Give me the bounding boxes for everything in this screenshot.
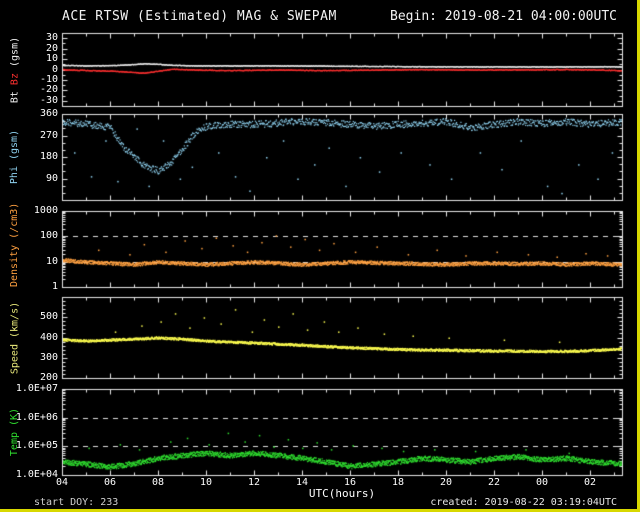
x-tick-label: 20 [440, 477, 453, 488]
plot-title: ACE RTSW (Estimated) MAG & SWEPAM [62, 9, 337, 24]
y-tick-label: 1.0E+05 [15, 440, 58, 452]
start-doy-label: start DOY: 233 [34, 497, 119, 508]
x-tick-label: 14 [296, 477, 309, 488]
y-tick-label: 1.0E+07 [15, 383, 58, 394]
y-tick-label: 90 [45, 172, 58, 184]
y-tick-label: 1.0E+04 [15, 469, 58, 480]
y-tick-label: 20 [45, 42, 58, 54]
x-tick-label: 00 [536, 477, 549, 488]
y-tick-label: 270 [39, 129, 58, 141]
x-tick-label: 22 [488, 477, 501, 488]
y-axis-label-density: Density (/cm3) [9, 202, 20, 287]
y-tick-label: -30 [39, 94, 58, 106]
x-tick-label: 02 [584, 477, 597, 488]
x-tick-label: 18 [392, 477, 405, 488]
x-tick-label: 12 [247, 477, 261, 488]
x-tick-label: 10 [199, 477, 213, 488]
y-tick-label: 30 [45, 32, 58, 44]
y-axis-label-temp: Temp (K) [9, 407, 20, 457]
created-timestamp: created: 2019-08-22 03:19:04UTC [430, 497, 617, 508]
x-axis-title: UTC(hours) [308, 487, 376, 500]
y-tick-label: 10 [45, 53, 58, 65]
y-tick-label: 500 [39, 311, 58, 323]
y-tick-label: 360 [39, 108, 58, 119]
y-tick-label: 100 [39, 230, 58, 242]
x-tick-label: 08 [151, 477, 165, 488]
y-tick-label: 0 [51, 63, 58, 75]
y-tick-label: -20 [39, 84, 58, 96]
x-tick-label: 16 [344, 477, 357, 488]
y-tick-label: 1.0E+06 [15, 411, 58, 423]
y-tick-label: 300 [39, 351, 58, 363]
x-tick-label: 06 [103, 477, 117, 488]
x-tick-label: 04 [55, 477, 69, 488]
y-tick-label: 1000 [33, 205, 58, 216]
y-tick-label: 400 [39, 331, 58, 343]
y-tick-label: 10 [45, 255, 58, 267]
begin-timestamp: Begin: 2019-08-21 04:00:00UTC [390, 9, 617, 24]
y-tick-label: 1 [51, 281, 58, 292]
y-tick-label: 200 [39, 372, 58, 383]
y-tick-label: 180 [39, 151, 58, 162]
y-tick-label: -10 [39, 73, 58, 85]
